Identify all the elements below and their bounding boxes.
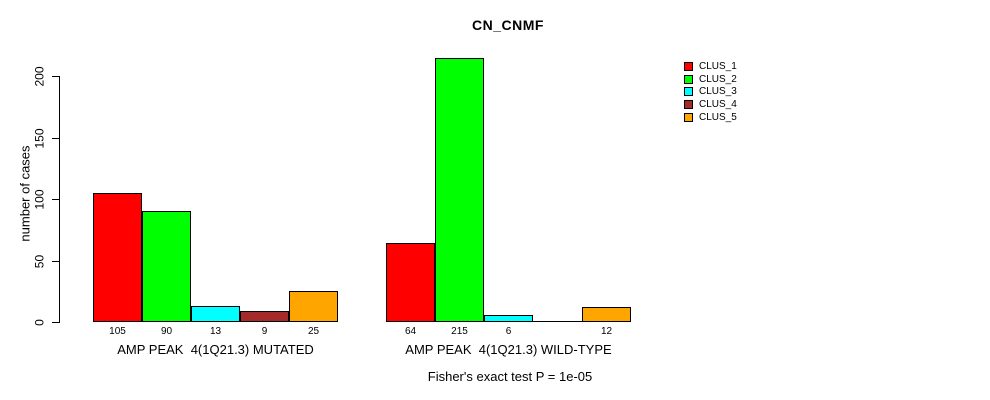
legend-label: CLUS_5 <box>699 112 737 123</box>
y-axis-tick-label: 200 <box>32 66 47 87</box>
y-axis-tick <box>52 261 59 262</box>
bar-value-label: 64 <box>404 326 417 337</box>
bar-clus_2-group2 <box>435 58 484 322</box>
bar-clus_1-group2 <box>386 243 435 322</box>
legend-label: CLUS_3 <box>699 86 737 97</box>
x-axis-group-label: AMP PEAK 4(1Q21.3) MUTATED <box>117 342 314 357</box>
y-axis-line <box>59 76 60 323</box>
bar-clus_5-group1 <box>289 291 338 322</box>
legend-item: CLUS_3 <box>684 86 764 98</box>
legend-item: CLUS_2 <box>684 74 764 86</box>
legend-item: CLUS_5 <box>684 112 764 124</box>
legend-swatch-clus_2 <box>684 75 693 84</box>
y-axis-tick-label: 0 <box>32 319 47 326</box>
legend-item: CLUS_4 <box>684 99 764 111</box>
bar-value-label: 90 <box>160 326 173 337</box>
y-axis-tick <box>52 199 59 200</box>
legend-swatch-clus_4 <box>684 100 693 109</box>
bar-value-label: 105 <box>109 326 126 337</box>
y-axis-tick-label: 100 <box>32 189 47 210</box>
fisher-test-annotation: Fisher's exact test P = 1e-05 <box>427 369 593 384</box>
bar-value-label: 215 <box>451 326 468 337</box>
bar-clus_4-group1 <box>240 311 289 322</box>
bar-clus_3-group2 <box>484 315 533 322</box>
legend-label: CLUS_1 <box>699 61 737 72</box>
bar-clus_3-group1 <box>191 306 240 322</box>
bar-clus_1-group1 <box>93 193 142 322</box>
bar-value-label: 13 <box>209 326 222 337</box>
y-axis-tick-label: 150 <box>32 128 47 149</box>
y-axis-tick <box>52 322 59 323</box>
legend-label: CLUS_4 <box>699 99 737 110</box>
bar-value-label: 12 <box>600 326 613 337</box>
y-axis-tick <box>52 76 59 77</box>
bar-value-label: 9 <box>261 326 268 337</box>
chart-title: CN_CNMF <box>472 17 544 33</box>
bar-value-label: 25 <box>307 326 320 337</box>
bar-clus_2-group1 <box>142 211 191 322</box>
legend-swatch-clus_5 <box>684 113 693 122</box>
x-axis-group-label: AMP PEAK 4(1Q21.3) WILD-TYPE <box>405 342 612 357</box>
legend-swatch-clus_1 <box>684 62 693 71</box>
bar-value-label: 6 <box>505 326 512 337</box>
legend-label: CLUS_2 <box>699 74 737 85</box>
y-axis-tick <box>52 138 59 139</box>
legend-swatch-clus_3 <box>684 87 693 96</box>
bar-clus_5-group2 <box>582 307 631 322</box>
bar-clus_4-group2 <box>533 321 582 322</box>
legend-item: CLUS_1 <box>684 61 764 73</box>
y-axis-tick-label: 50 <box>32 254 47 269</box>
